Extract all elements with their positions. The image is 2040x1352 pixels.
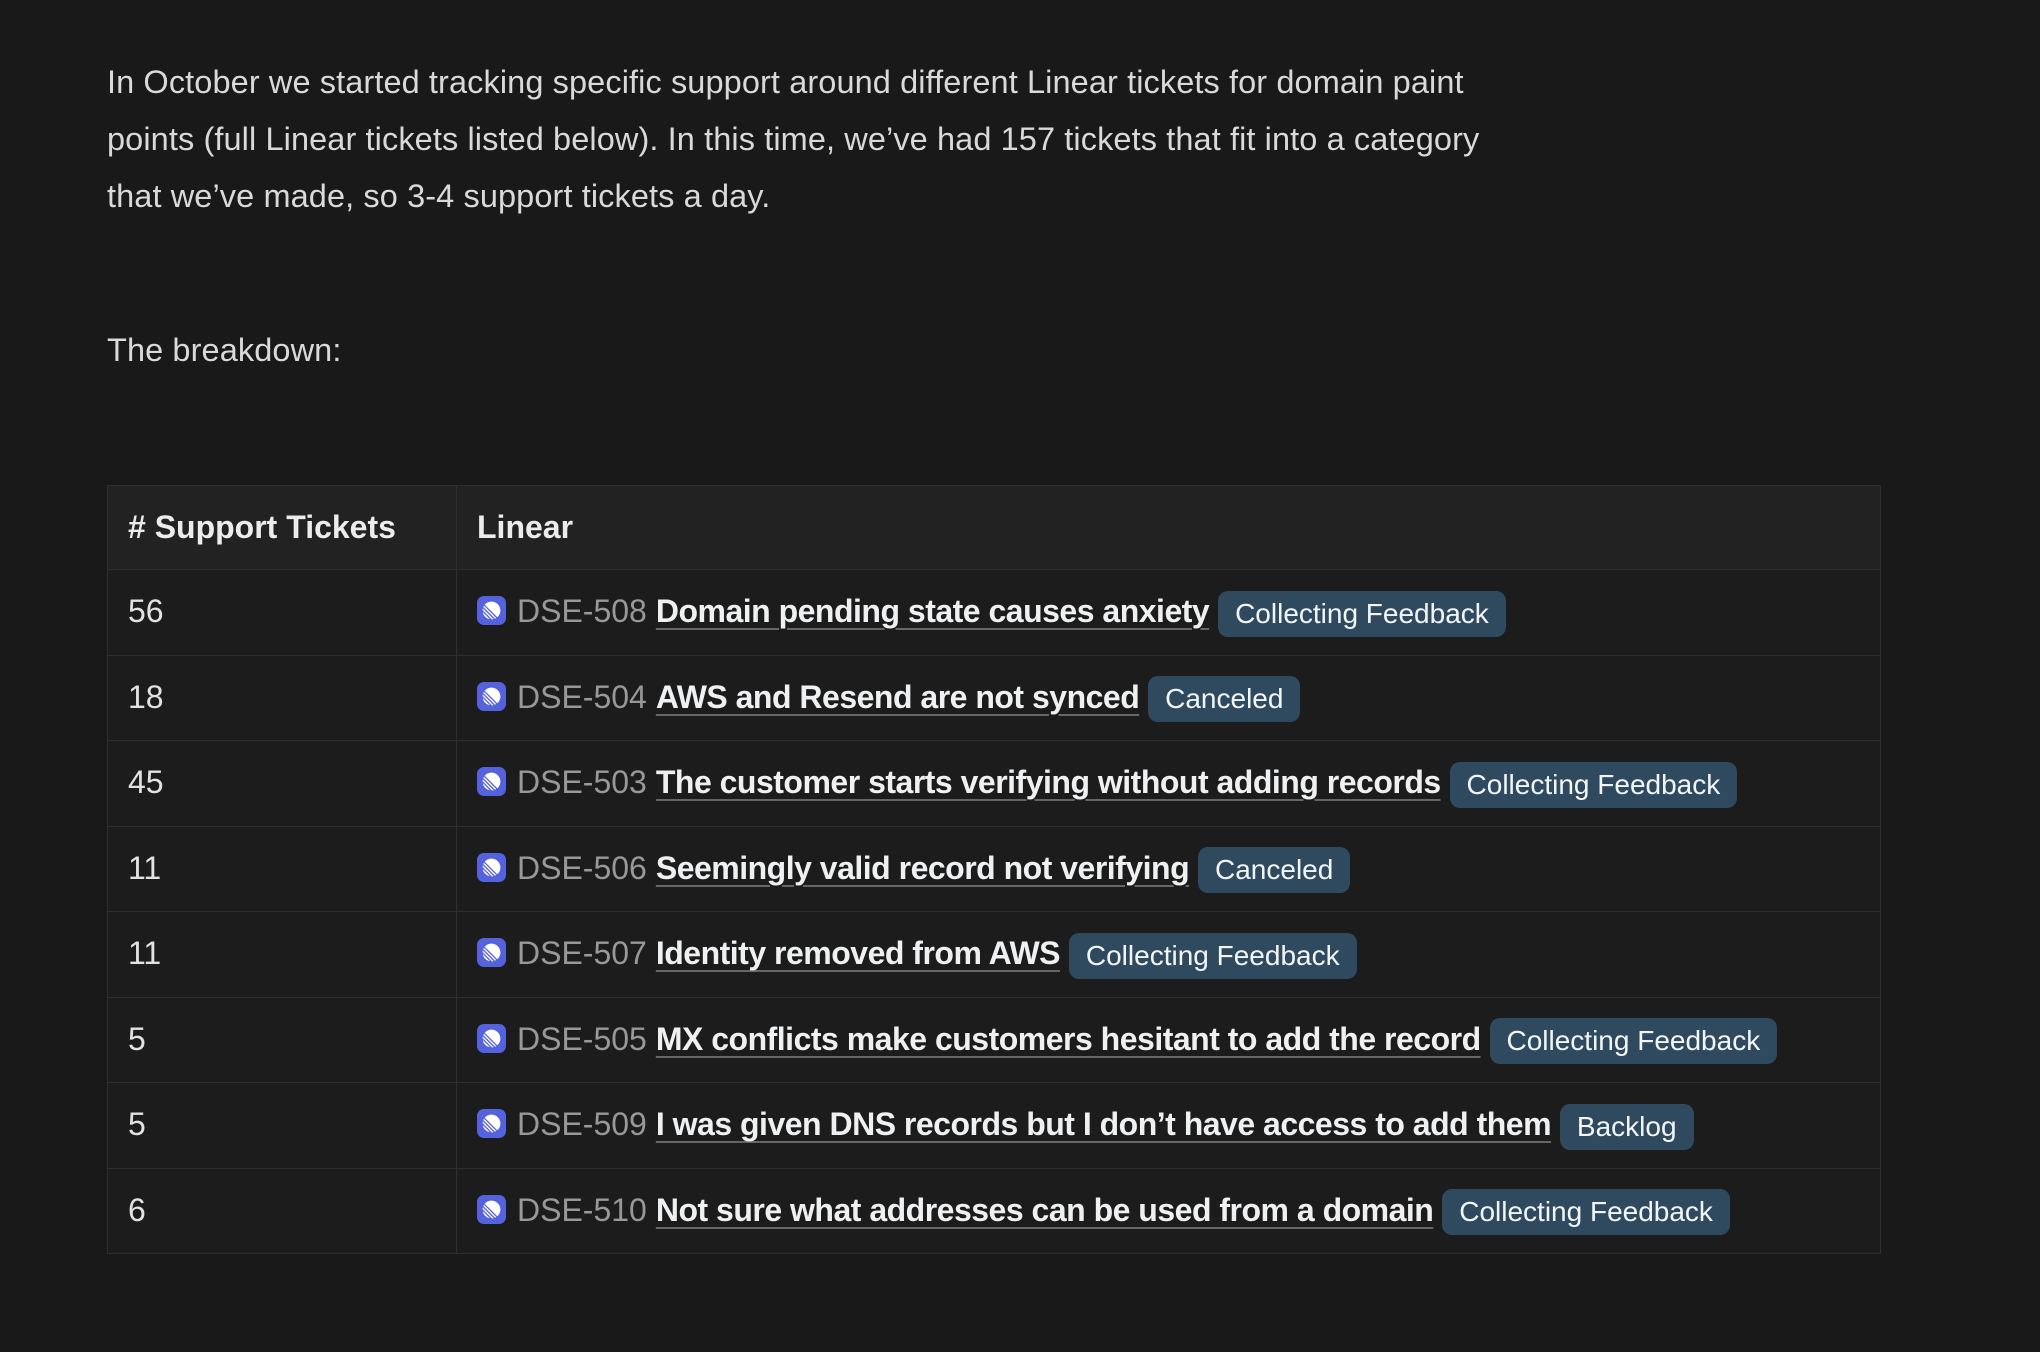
ticket-count-cell[interactable]: 5: [108, 1083, 456, 1168]
status-badge: Collecting Feedback: [1442, 1189, 1730, 1236]
ticket-title: MX conflicts make customers hesitant to …: [655, 1020, 1481, 1057]
ticket-count: 45: [128, 764, 164, 801]
column-header-linear[interactable]: Linear: [456, 486, 1880, 569]
ticket-count-cell[interactable]: 11: [108, 912, 456, 997]
ticket-id: DSE-507: [517, 935, 647, 972]
ticket-count-cell[interactable]: 56: [108, 570, 456, 655]
ticket-id: DSE-506: [517, 849, 647, 886]
linear-ticket-link[interactable]: DSE-505 MX conflicts make customers hesit…: [477, 1021, 1481, 1057]
linear-ticket-link[interactable]: DSE-510 Not sure what addresses can be us…: [477, 1190, 1434, 1228]
paragraph-line-3: that we’ve made, so 3-4 support tickets …: [107, 178, 771, 214]
table-row: 11 DSE-507 Identity removed from AWS Coll…: [108, 912, 1880, 998]
column-header-support-tickets[interactable]: # Support Tickets: [128, 509, 396, 545]
ticket-title: Not sure what addresses can be used from…: [655, 1191, 1434, 1228]
table-header-row: # Support Tickets Linear: [108, 486, 1880, 570]
table-row: 6 DSE-510 Not sure what addresses can be …: [108, 1168, 1880, 1254]
linear-icon: [477, 933, 506, 968]
ticket-title: The customer starts verifying without ad…: [655, 764, 1441, 801]
breakdown-label: The breakdown:: [107, 332, 342, 368]
ticket-count-cell[interactable]: 45: [108, 741, 456, 826]
linear-icon: [477, 1190, 506, 1224]
ticket-title: Seemingly valid record not verifying: [655, 849, 1190, 886]
status-badge: Canceled: [1148, 676, 1301, 723]
linear-ticket-link[interactable]: DSE-509 I was given DNS records but I don…: [477, 1104, 1552, 1143]
status-badge: Collecting Feedback: [1489, 1018, 1778, 1065]
status-badge: Canceled: [1198, 847, 1351, 894]
status-badge: Collecting Feedback: [1449, 761, 1738, 808]
ticket-count: 18: [128, 678, 164, 715]
table-row: 18 DSE-504 AWS and Resend are not synced …: [108, 655, 1880, 742]
linear-cell[interactable]: DSE-504 AWS and Resend are not synced Can…: [456, 655, 1880, 741]
paragraph-line-2: points (full Linear tickets listed below…: [107, 121, 1480, 157]
status-badge: Collecting Feedback: [1068, 932, 1357, 979]
ticket-id: DSE-508: [517, 593, 647, 629]
ticket-id: DSE-505: [517, 1020, 647, 1057]
document-area: In October we started tracking specific …: [107, 54, 1933, 1255]
ticket-count: 11: [128, 935, 162, 972]
linear-icon: [477, 677, 506, 711]
status-badge: Backlog: [1559, 1103, 1694, 1150]
linear-cell[interactable]: DSE-507 Identity removed from AWS Collect…: [456, 912, 1880, 997]
table-row: 45 DSE-503 The customer starts verifying …: [108, 741, 1880, 827]
ticket-id: DSE-510: [517, 1191, 647, 1228]
linear-ticket-link[interactable]: DSE-507 Identity removed from AWS: [477, 933, 1061, 972]
linear-cell[interactable]: DSE-503 The customer starts verifying wit…: [456, 741, 1880, 826]
linear-ticket-link[interactable]: DSE-508 Domain pending state causes anxie…: [477, 591, 1210, 629]
ticket-id: DSE-503: [517, 764, 647, 801]
linear-icon: [477, 591, 506, 625]
ticket-count-cell[interactable]: 5: [108, 998, 456, 1083]
ticket-title: I was given DNS records but I don’t have…: [655, 1106, 1552, 1143]
table-row: 56 DSE-508 Domain pending state causes an…: [108, 570, 1880, 656]
ticket-count: 5: [128, 1106, 146, 1143]
support-tickets-table: # Support Tickets Linear 56 DSE-508 Domai…: [107, 485, 1881, 1255]
linear-cell[interactable]: DSE-508 Domain pending state causes anxie…: [456, 570, 1880, 655]
ticket-count: 5: [128, 1020, 146, 1057]
linear-icon: [477, 762, 506, 797]
linear-cell[interactable]: DSE-506 Seemingly valid record not verify…: [456, 826, 1880, 912]
linear-cell[interactable]: DSE-505 MX conflicts make customers hesit…: [456, 997, 1880, 1083]
ticket-id: DSE-504: [517, 678, 647, 715]
linear-cell[interactable]: DSE-509 I was given DNS records but I don…: [456, 1083, 1880, 1168]
linear-icon: [477, 1104, 506, 1139]
ticket-count: 6: [128, 1191, 146, 1228]
linear-ticket-link[interactable]: DSE-504 AWS and Resend are not synced: [477, 677, 1140, 715]
paragraph-line-1: In October we started tracking specific …: [107, 64, 1464, 100]
linear-icon: [477, 848, 506, 882]
ticket-count: 11: [128, 849, 162, 886]
status-badge: Collecting Feedback: [1218, 590, 1506, 637]
linear-cell[interactable]: DSE-510 Not sure what addresses can be us…: [456, 1168, 1880, 1254]
table-row: 5 DSE-505 MX conflicts make customers hes…: [108, 997, 1880, 1084]
ticket-title: Identity removed from AWS: [655, 935, 1061, 972]
ticket-count-cell[interactable]: 6: [108, 1169, 456, 1254]
table-row: 11 DSE-506 Seemingly valid record not ver…: [108, 826, 1880, 913]
linear-ticket-link[interactable]: DSE-503 The customer starts verifying wit…: [477, 764, 1441, 800]
ticket-id: DSE-509: [517, 1106, 647, 1143]
ticket-count: 56: [128, 593, 164, 629]
linear-ticket-link[interactable]: DSE-506 Seemingly valid record not verify…: [477, 848, 1190, 886]
ticket-title: AWS and Resend are not synced: [655, 678, 1140, 715]
table-row: 5 DSE-509 I was given DNS records but I d…: [108, 1083, 1880, 1169]
intro-paragraph: In October we started tracking specific …: [107, 54, 1933, 225]
linear-icon: [477, 1019, 506, 1053]
ticket-count-cell[interactable]: 18: [108, 656, 456, 741]
table-body: 56 DSE-508 Domain pending state causes an…: [108, 570, 1880, 1254]
ticket-count-cell[interactable]: 11: [108, 827, 456, 912]
ticket-title: Domain pending state causes anxiety: [655, 593, 1210, 629]
